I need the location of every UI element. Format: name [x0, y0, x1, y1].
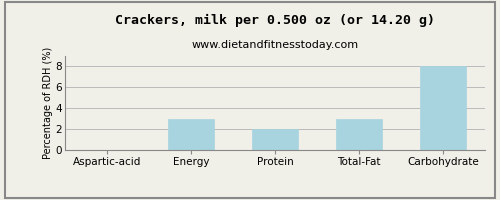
- Y-axis label: Percentage of RDH (%): Percentage of RDH (%): [43, 47, 53, 159]
- Bar: [252, 129, 298, 150]
- Bar: [168, 119, 214, 150]
- Bar: [420, 66, 466, 150]
- Text: www.dietandfitnesstoday.com: www.dietandfitnesstoday.com: [192, 40, 358, 50]
- Text: Crackers, milk per 0.500 oz (or 14.20 g): Crackers, milk per 0.500 oz (or 14.20 g): [115, 14, 435, 27]
- Bar: [336, 119, 382, 150]
